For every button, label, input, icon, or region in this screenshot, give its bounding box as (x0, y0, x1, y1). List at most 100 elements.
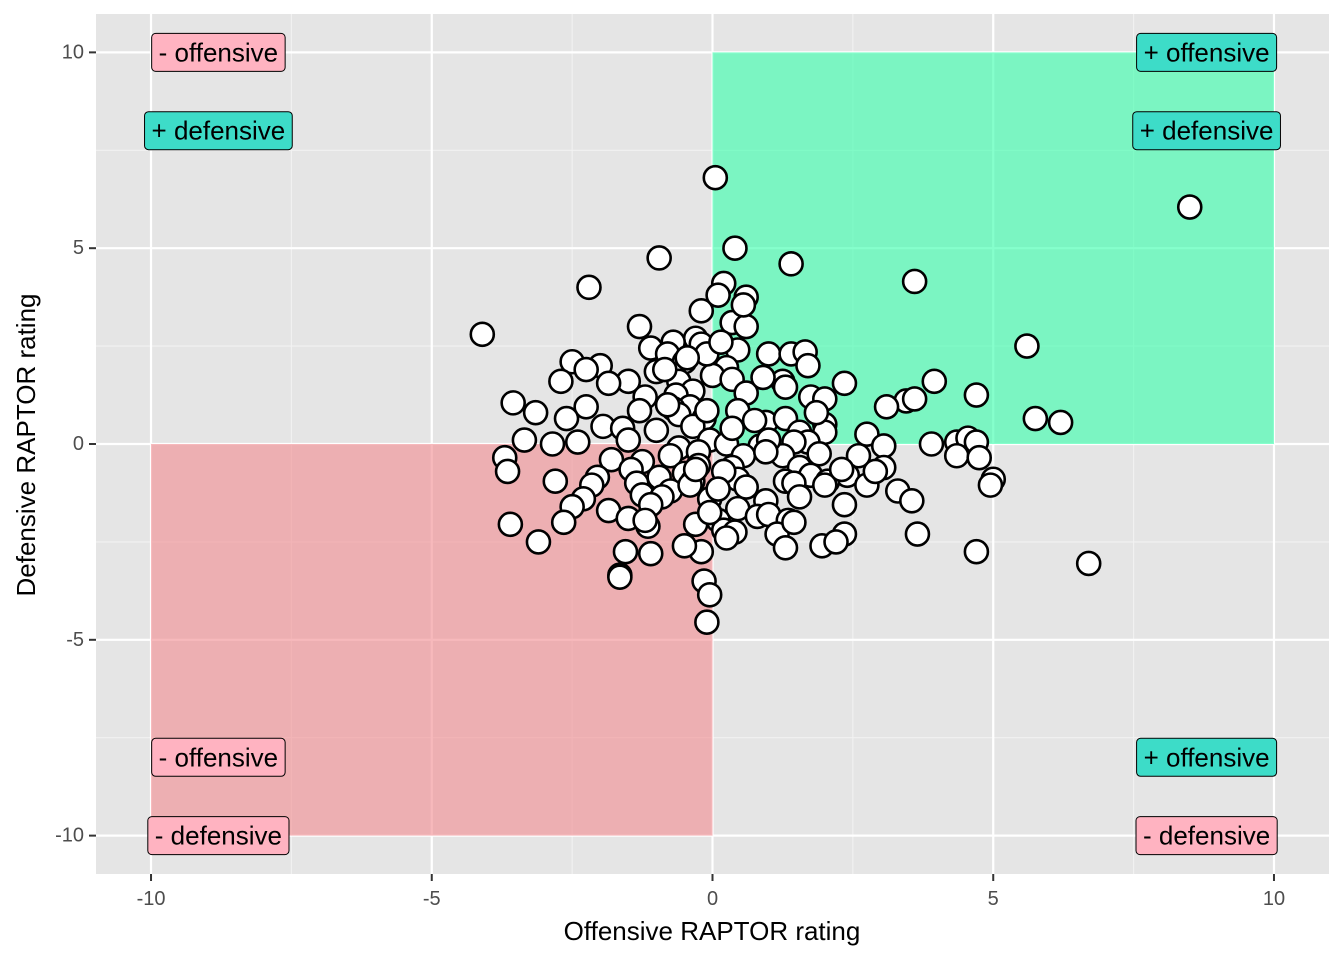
data-point (651, 356, 678, 383)
data-point (646, 245, 672, 271)
quadrant-label: - defensive (1135, 816, 1278, 856)
data-point (500, 390, 526, 416)
data-point (862, 458, 889, 485)
data-point (626, 313, 653, 340)
x-axis-title: Offensive RAPTOR rating (564, 916, 861, 946)
quadrant-label: + defensive (1132, 111, 1281, 151)
data-point (705, 282, 731, 308)
data-point (753, 439, 779, 465)
quadrant-label-text: - offensive (159, 37, 278, 67)
data-point (497, 511, 524, 538)
data-point (680, 413, 706, 440)
data-point (786, 484, 813, 510)
x-tick-label: -5 (423, 888, 441, 910)
data-point (966, 444, 993, 471)
data-point (1047, 409, 1074, 436)
data-point (772, 374, 799, 401)
data-point (494, 458, 521, 485)
data-point (811, 472, 838, 498)
quadrant-label-text: - defensive (1143, 821, 1270, 851)
x-tick-label: 10 (1263, 888, 1285, 910)
quadrant-label-text: - offensive (159, 742, 278, 772)
quadrant-label-text: + offensive (1144, 37, 1270, 67)
data-point (901, 268, 928, 295)
data-point (921, 368, 948, 395)
data-point (1014, 333, 1040, 359)
y-tick-label: -10 (55, 825, 84, 847)
data-point (542, 468, 569, 495)
data-point (573, 356, 599, 383)
data-point (943, 442, 970, 469)
data-point (772, 534, 799, 561)
quadrant-label-box (1136, 32, 1278, 72)
quadrant-label-text: + defensive (152, 116, 286, 146)
quadrant-label-text: - defensive (155, 821, 282, 851)
data-point (870, 433, 897, 459)
data-point (607, 564, 633, 590)
data-point (806, 440, 832, 467)
quadrant-label-box (151, 32, 286, 72)
data-point (637, 540, 664, 567)
data-point (564, 429, 591, 455)
data-point (795, 352, 821, 379)
data-point (553, 405, 580, 432)
data-point (823, 529, 849, 555)
data-point (918, 431, 945, 457)
y-tick-label: 5 (73, 237, 84, 259)
quadrant-label-text: + defensive (1140, 116, 1274, 146)
data-point (539, 431, 566, 457)
data-point (688, 298, 715, 324)
data-point (901, 386, 928, 412)
data-point (682, 456, 709, 483)
data-point (1075, 550, 1102, 577)
quadrant-label-box (144, 111, 293, 151)
data-point (963, 538, 990, 565)
data-point (632, 507, 658, 534)
quadrant-label-box (147, 816, 290, 856)
data-point (730, 292, 757, 318)
data-point (781, 509, 807, 536)
data-point (755, 341, 782, 367)
quadrant-label: + defensive (144, 111, 293, 151)
data-point (654, 392, 681, 418)
region-bad (151, 444, 713, 836)
data-point (674, 345, 701, 371)
data-point (831, 491, 858, 518)
y-tick-label: -5 (66, 629, 84, 651)
x-tick-label: -10 (137, 888, 166, 910)
quadrant-label: - defensive (147, 816, 290, 856)
data-point (963, 382, 990, 408)
data-point (522, 399, 549, 426)
data-point (612, 538, 639, 565)
data-point (733, 474, 759, 500)
data-point (469, 321, 496, 348)
data-point (576, 274, 602, 301)
quadrant-label-box (151, 737, 286, 777)
y-axis-title: Defensive RAPTOR rating (11, 294, 41, 597)
data-point (828, 456, 855, 483)
data-point (873, 393, 900, 420)
x-tick-label: 0 (707, 888, 718, 910)
data-point (899, 487, 925, 514)
data-point (719, 415, 745, 442)
data-point (615, 427, 642, 453)
quadrant-label: - offensive (151, 32, 286, 72)
quadrant-label-box (1135, 816, 1278, 856)
quadrant-label: - offensive (151, 737, 286, 777)
data-point (831, 370, 858, 397)
data-point (722, 235, 748, 261)
data-point (694, 609, 720, 635)
axis-ticks: -10 -5 0 5 10 -10 -5 0 5 10 (55, 41, 1285, 910)
data-point (741, 407, 768, 434)
quadrant-label-box (1132, 111, 1281, 151)
quadrant-label-text: + offensive (1144, 742, 1270, 772)
data-point (750, 364, 776, 391)
data-point (803, 399, 830, 426)
quadrant-label-box (1136, 737, 1278, 777)
data-point (713, 525, 740, 551)
data-point (733, 313, 759, 340)
data-point (550, 509, 577, 536)
data-point (778, 251, 804, 277)
data-point (696, 581, 723, 608)
